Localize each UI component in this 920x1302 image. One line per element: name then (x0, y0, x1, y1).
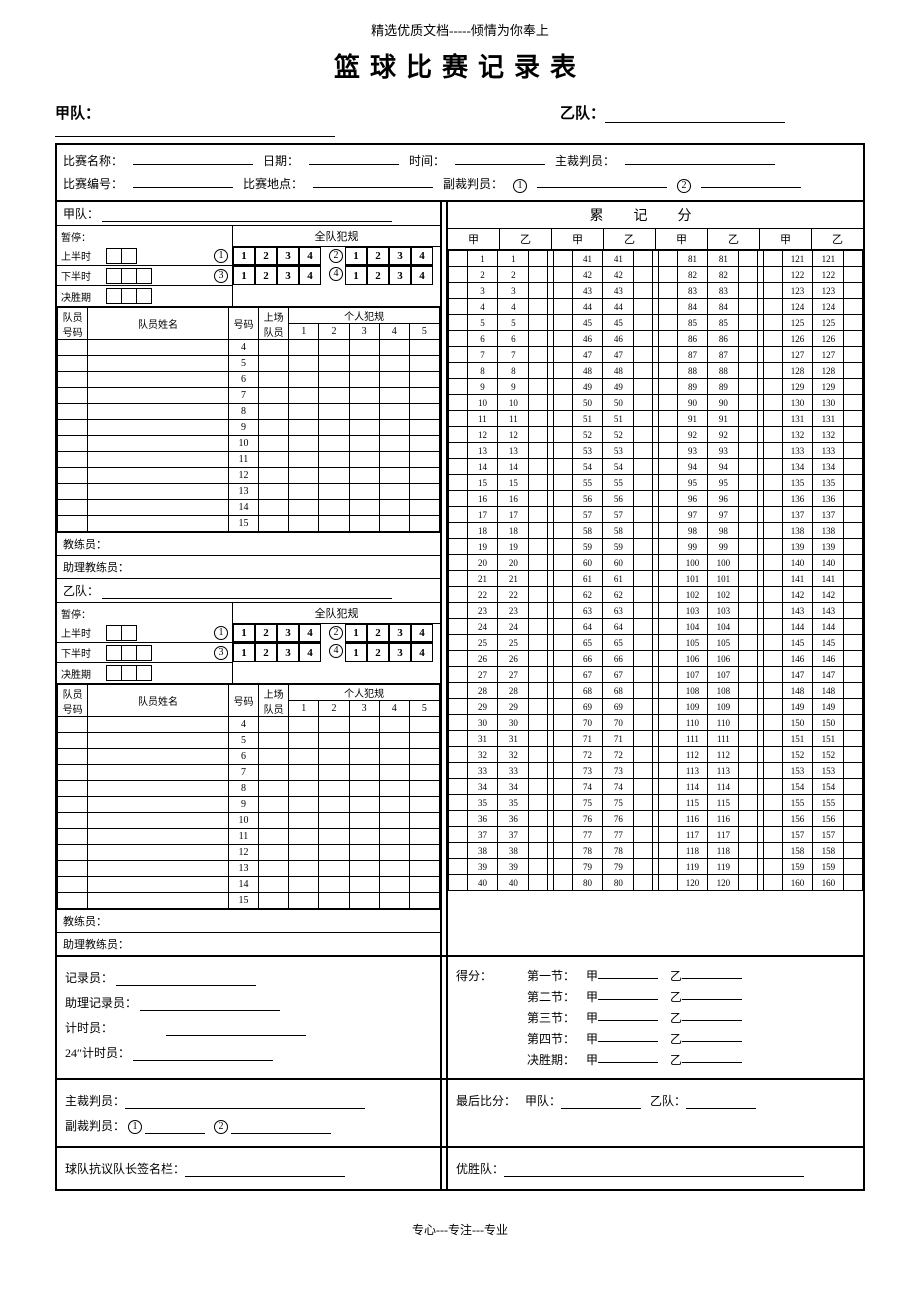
roster-row: 5 (58, 733, 440, 749)
main-ref-label: 主裁判员： (555, 152, 615, 169)
main-ref2-label: 主裁判员： (65, 1094, 125, 1108)
roster-row: 6 (58, 372, 440, 388)
asst-ref-label: 副裁判员： (443, 175, 503, 192)
score-grid: 1141418181121121224242828212212233434383… (448, 250, 863, 891)
roster-row: 6 (58, 749, 440, 765)
roster-row: 15 (58, 893, 440, 909)
roster-row: 7 (58, 765, 440, 781)
final-score-label: 最后比分： (456, 1094, 516, 1108)
roster-row: 12 (58, 845, 440, 861)
scorer-label: 记录员： (65, 971, 113, 985)
title: 篮球比赛记录表 (55, 47, 865, 84)
roster-row: 14 (58, 877, 440, 893)
roster-table: 队员号码队员姓名号码上场队员个人犯规1234545678910111213141… (57, 307, 440, 532)
roster-row: 9 (58, 420, 440, 436)
team-b-label: 乙队： (560, 106, 605, 122)
roster-row: 10 (58, 436, 440, 452)
team-a-label: 甲队： (55, 106, 100, 122)
winner-label: 优胜队： (456, 1162, 504, 1176)
roster-row: 8 (58, 404, 440, 420)
roster-row: 12 (58, 468, 440, 484)
asst-ref2-label: 副裁判员： (65, 1119, 125, 1133)
venue-label: 比赛地点： (243, 175, 303, 192)
roster-row: 4 (58, 717, 440, 733)
roster-row: 15 (58, 516, 440, 532)
doc-header: 精选优质文档-----倾情为你奉上 (55, 20, 865, 39)
match-no-label: 比赛编号： (63, 175, 123, 192)
roster-row: 10 (58, 813, 440, 829)
roster-row: 7 (58, 388, 440, 404)
roster-row: 11 (58, 452, 440, 468)
roster-row: 13 (58, 484, 440, 500)
roster-row: 4 (58, 340, 440, 356)
roster-table: 队员号码队员姓名号码上场队员个人犯规1234545678910111213141… (57, 684, 440, 909)
protest-label: 球队抗议队长签名栏： (65, 1162, 185, 1176)
roster-row: 8 (58, 781, 440, 797)
shot-clock-label: 24″计时员： (65, 1046, 130, 1060)
running-score-header: 累记分 (448, 202, 863, 229)
asst-scorer-label: 助理记录员： (65, 996, 137, 1010)
match-name-label: 比赛名称： (63, 152, 123, 169)
roster-row: 11 (58, 829, 440, 845)
date-label: 日期： (263, 152, 299, 169)
footer: 专心---专注---专业 (55, 1221, 865, 1238)
time-label: 时间： (409, 152, 445, 169)
roster-row: 14 (58, 500, 440, 516)
roster-row: 9 (58, 797, 440, 813)
roster-row: 13 (58, 861, 440, 877)
timer-label: 计时员： (65, 1021, 113, 1035)
score-by-label: 得分： (456, 967, 516, 984)
roster-row: 5 (58, 356, 440, 372)
